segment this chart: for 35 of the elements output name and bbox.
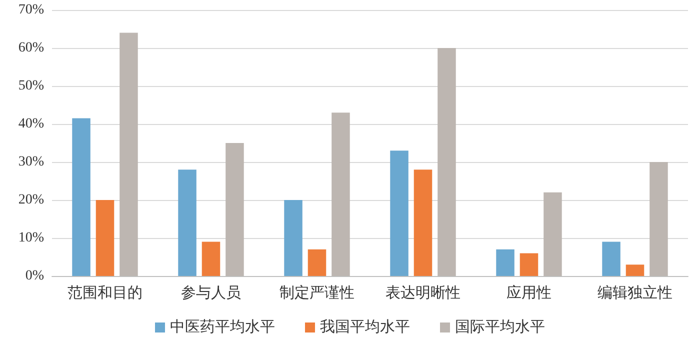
bar bbox=[650, 162, 668, 276]
y-tick-label: 30% bbox=[18, 154, 44, 170]
bar bbox=[284, 200, 302, 276]
bar bbox=[414, 170, 432, 276]
y-tick-label: 60% bbox=[18, 40, 44, 56]
bar bbox=[226, 143, 244, 276]
y-tick-label: 40% bbox=[18, 116, 44, 132]
x-tick-label: 表达明晰性 bbox=[386, 284, 460, 302]
legend-label: 国际平均水平 bbox=[455, 318, 545, 336]
bar bbox=[202, 242, 220, 276]
legend-label: 我国平均水平 bbox=[320, 318, 410, 336]
y-tick-label: 10% bbox=[18, 230, 44, 246]
bar bbox=[602, 242, 620, 276]
bar bbox=[496, 249, 514, 276]
bar bbox=[438, 48, 456, 276]
bar bbox=[332, 112, 350, 276]
bar bbox=[626, 264, 644, 276]
bar bbox=[178, 170, 196, 276]
bar bbox=[390, 150, 408, 276]
x-tick-label: 编辑独立性 bbox=[598, 284, 672, 302]
x-tick-label: 范围和目的 bbox=[68, 284, 142, 302]
bar bbox=[544, 192, 562, 276]
x-tick-label: 参与人员 bbox=[181, 284, 241, 302]
bar bbox=[120, 32, 138, 276]
y-tick-label: 20% bbox=[18, 192, 44, 208]
bar bbox=[308, 249, 326, 276]
y-tick-label: 70% bbox=[18, 2, 44, 18]
x-tick-label: 制定严谨性 bbox=[280, 284, 354, 302]
bar bbox=[72, 118, 90, 276]
y-tick-label: 50% bbox=[18, 78, 44, 94]
bar bbox=[96, 200, 114, 276]
y-tick-label: 0% bbox=[25, 268, 44, 284]
x-tick-label: 应用性 bbox=[506, 284, 552, 302]
legend-label: 中医药平均水平 bbox=[170, 318, 275, 336]
bar bbox=[520, 253, 538, 276]
